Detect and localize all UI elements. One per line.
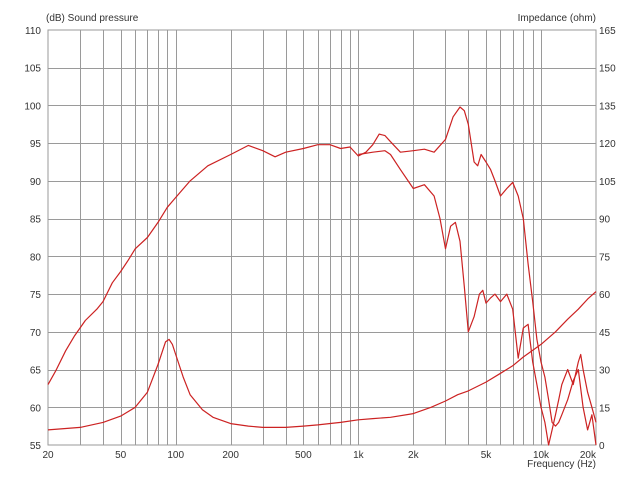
left-axis-tick-label: 70	[30, 328, 42, 339]
right-axis-tick-label: 90	[599, 215, 611, 226]
impedance-curve	[47, 291, 597, 431]
right-axis-tick-label: 135	[599, 101, 616, 112]
left-axis-tick-labels: 110 105 100 95 90 85 80 75 70 65 60 55	[24, 26, 41, 452]
x-axis-tick-label: 5k	[481, 450, 493, 461]
x-axis-tick-label: 20k	[580, 450, 597, 461]
right-axis-tick-label: 15	[599, 403, 611, 414]
right-axis-title: Impedance (ohm)	[518, 13, 596, 24]
x-axis-title: Frequency (Hz)	[527, 459, 596, 470]
left-axis-tick-label: 90	[30, 177, 42, 188]
left-axis-tick-label: 80	[30, 252, 42, 263]
right-axis-tick-label: 60	[599, 290, 611, 301]
right-axis-tick-label: 105	[599, 177, 616, 188]
x-axis-tick-label: 100	[167, 450, 184, 461]
right-axis-tick-label: 45	[599, 328, 611, 339]
left-axis-tick-label: 60	[30, 403, 42, 414]
x-axis-tick-label: 20	[42, 450, 54, 461]
left-axis-title: (dB) Sound pressure	[46, 13, 139, 24]
x-axis-tick-label: 200	[222, 450, 239, 461]
x-axis-tick-label: 1k	[353, 450, 365, 461]
left-axis-tick-label: 95	[30, 139, 42, 150]
x-axis-tick-label: 50	[115, 450, 127, 461]
spl-curve-1	[47, 106, 597, 446]
right-axis-tick-label: 165	[599, 26, 616, 37]
curves	[47, 106, 597, 446]
left-axis-tick-label: 100	[24, 101, 41, 112]
left-axis-tick-label: 75	[30, 290, 42, 301]
right-axis-tick-label: 75	[599, 252, 611, 263]
left-axis-tick-label: 105	[24, 64, 41, 75]
grid	[48, 30, 596, 445]
left-axis-tick-label: 85	[30, 215, 42, 226]
x-axis-tick-labels: 20 50 100 200 500 1k 2k 5k 10k 20k	[42, 450, 597, 461]
x-axis-tick-label: 500	[295, 450, 312, 461]
x-axis-tick-label: 10k	[533, 450, 550, 461]
right-axis-tick-label: 150	[599, 64, 616, 75]
x-axis-tick-label: 2k	[408, 450, 420, 461]
left-axis-tick-label: 55	[30, 441, 42, 452]
right-axis-tick-label: 0	[599, 441, 605, 452]
spl-curve-2	[358, 150, 597, 446]
left-axis-tick-label: 65	[30, 366, 42, 377]
plot-frame	[47, 29, 597, 446]
left-axis-tick-label: 110	[25, 26, 41, 37]
right-axis-tick-label: 30	[599, 366, 611, 377]
right-axis-tick-label: 120	[599, 139, 616, 150]
